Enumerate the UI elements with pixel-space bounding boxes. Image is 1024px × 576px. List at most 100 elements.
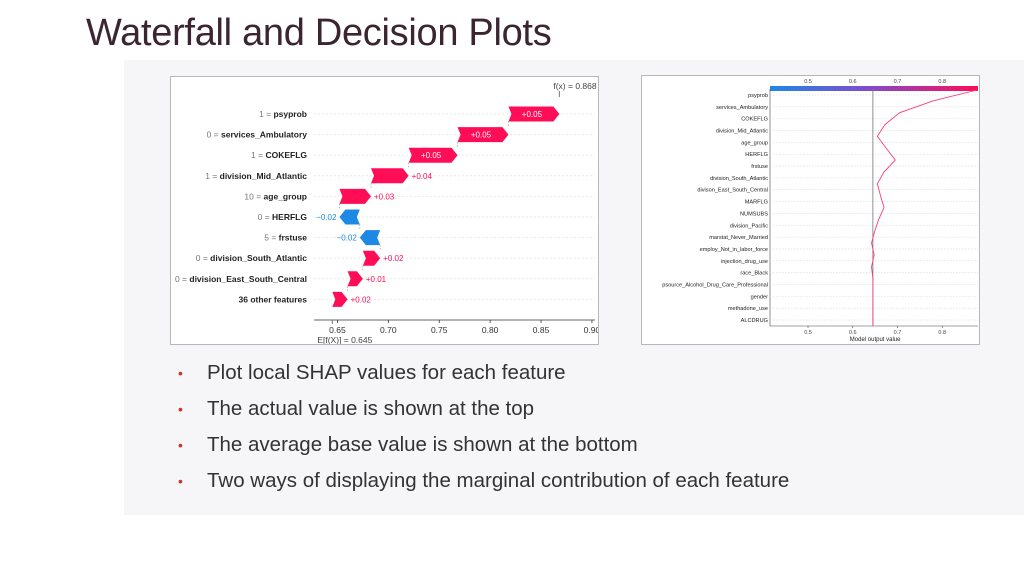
- bar-value-label: −0.02: [337, 234, 358, 243]
- feature-label: 0 = services_Ambulatory: [207, 130, 308, 140]
- feature-value: 0 =: [175, 274, 189, 284]
- feature-name: COKEFLG: [265, 150, 307, 160]
- feature-label: psyprob: [748, 93, 768, 99]
- bullet-icon: •: [178, 473, 183, 489]
- top-tick-label: 0.8: [938, 79, 946, 85]
- bullet-text: Two ways of displaying the marginal cont…: [207, 469, 790, 492]
- feature-name: 36 other features: [239, 294, 308, 304]
- bullet-item: • The actual value is shown at the top: [178, 394, 789, 430]
- feature-label: services_Ambulatory: [716, 105, 768, 111]
- waterfall-plot: f(x) = 0.868 +0.05 1 = psyprob +0.05 0 = ser…: [170, 76, 601, 345]
- feature-name: psyprob: [273, 109, 307, 119]
- feature-label: frstuse: [751, 164, 768, 170]
- x-tick-label: 0.80: [482, 325, 499, 335]
- x-tick-label: 0.6: [849, 330, 857, 336]
- feature-label: HERFLG: [745, 152, 768, 158]
- x-tick-label: 0.5: [804, 330, 812, 336]
- feature-label: injection_drug_use: [721, 259, 768, 265]
- top-tick-label: 0.5: [804, 79, 812, 85]
- feature-label: 1 = COKEFLG: [251, 150, 307, 160]
- x-tick-label: 0.65: [329, 325, 346, 335]
- bullet-icon: •: [178, 365, 183, 381]
- feature-label: 0 = division_East_South_Central: [175, 274, 307, 284]
- feature-value: 5 =: [264, 233, 278, 243]
- bar-value-label: +0.01: [366, 275, 387, 284]
- feature-label: employ_Not_in_labor_force: [700, 247, 768, 253]
- waterfall-bar: [362, 250, 381, 266]
- feature-label: psource_Alcohol_Drug_Care_Professional: [662, 283, 768, 289]
- feature-value: 1 =: [259, 109, 273, 119]
- top-tick-label: 0.7: [894, 79, 902, 85]
- feature-name: division_East_South_Central: [189, 274, 307, 284]
- feature-label: 36 other features: [239, 294, 308, 304]
- waterfall-bar: [408, 147, 458, 163]
- waterfall-bar: [347, 271, 363, 287]
- decision-path: [871, 89, 978, 326]
- fx-label: f(x) = 0.868: [553, 81, 597, 91]
- feature-label: division_South_Atlantic: [710, 176, 768, 182]
- waterfall-bar: [339, 209, 360, 225]
- waterfall-bar: [359, 230, 381, 246]
- x-tick-label: 0.8: [938, 330, 946, 336]
- waterfall-bar: [371, 168, 409, 184]
- feature-name: division_South_Atlantic: [210, 253, 307, 263]
- top-tick-label: 0.6: [849, 79, 857, 85]
- feature-label: 1 = psyprob: [259, 109, 307, 119]
- feature-label: race_Black: [740, 271, 768, 277]
- waterfall-bar: [457, 127, 509, 143]
- feature-value: 1 =: [251, 150, 265, 160]
- x-tick-label: 0.7: [894, 330, 902, 336]
- bullet-icon: •: [178, 401, 183, 417]
- feature-label: 0 = HERFLG: [258, 212, 308, 222]
- bar-value-label: −0.02: [316, 213, 337, 222]
- x-tick-label: 0.70: [380, 325, 397, 335]
- x-tick-label: 0.75: [431, 325, 448, 335]
- x-axis-label: Model output value: [850, 337, 901, 343]
- feature-label: age_group: [741, 140, 768, 146]
- bar-value-label: +0.03: [374, 192, 395, 201]
- waterfall-svg: f(x) = 0.868 +0.05 1 = psyprob +0.05 0 = ser…: [175, 81, 601, 345]
- bar-value-label: +0.02: [351, 295, 372, 304]
- feature-name: services_Ambulatory: [221, 130, 307, 140]
- feature-label: NUMSUBS: [740, 211, 768, 217]
- feature-label: divison_East_South_Central: [697, 188, 768, 194]
- feature-label: ALCDRUG: [741, 318, 768, 324]
- waterfall-bar: [339, 188, 372, 204]
- bullet-text: Plot local SHAP values for each feature: [207, 361, 566, 384]
- bullet-text: The average base value is shown at the b…: [207, 433, 638, 456]
- bullet-item: • Plot local SHAP values for each feature: [178, 358, 789, 394]
- feature-label: MARFLG: [745, 200, 768, 206]
- x-tick-label: 0.85: [533, 325, 550, 335]
- feature-value: 0 =: [196, 253, 210, 263]
- feature-value: 10 =: [244, 191, 263, 201]
- bar-value-label: +0.02: [383, 254, 404, 263]
- feature-label: marstat_Never_Married: [709, 235, 768, 241]
- feature-label: 1 = division_Mid_Atlantic: [205, 171, 307, 181]
- base-label: E[f(X)] = 0.645: [317, 335, 372, 344]
- x-tick-label: 0.90: [584, 325, 598, 335]
- feature-name: HERFLG: [272, 212, 307, 222]
- feature-label: methadone_use: [728, 306, 768, 312]
- decision-plot: 0.5 0.6 0.7 0.8 psyprob services_Ambulatory CO…: [641, 75, 980, 345]
- feature-label: division_Mid_Atlantic: [716, 128, 768, 134]
- feature-label: 5 = frstuse: [264, 233, 307, 243]
- feature-value: 1 =: [205, 171, 219, 181]
- bullet-text: The actual value is shown at the top: [207, 397, 535, 420]
- feature-name: frstuse: [279, 233, 308, 243]
- feature-value: 0 =: [258, 212, 272, 222]
- waterfall-bar: [508, 106, 560, 122]
- feature-name: age_group: [264, 191, 307, 201]
- feature-label: gender: [751, 294, 769, 300]
- feature-label: division_Pacific: [730, 223, 768, 229]
- slide-title: Waterfall and Decision Plots: [86, 12, 552, 54]
- feature-name: division_Mid_Atlantic: [220, 171, 308, 181]
- feature-label: COKEFLG: [741, 117, 768, 123]
- feature-value: 0 =: [207, 130, 221, 140]
- bullet-item: • The average base value is shown at the …: [178, 430, 789, 466]
- feature-label: 10 = age_group: [244, 191, 307, 201]
- waterfall-bar: [332, 291, 348, 307]
- bar-value-label: +0.05: [421, 151, 442, 160]
- bullet-icon: •: [178, 437, 183, 453]
- feature-label: 0 = division_South_Atlantic: [196, 253, 308, 263]
- colorbar: [770, 86, 978, 91]
